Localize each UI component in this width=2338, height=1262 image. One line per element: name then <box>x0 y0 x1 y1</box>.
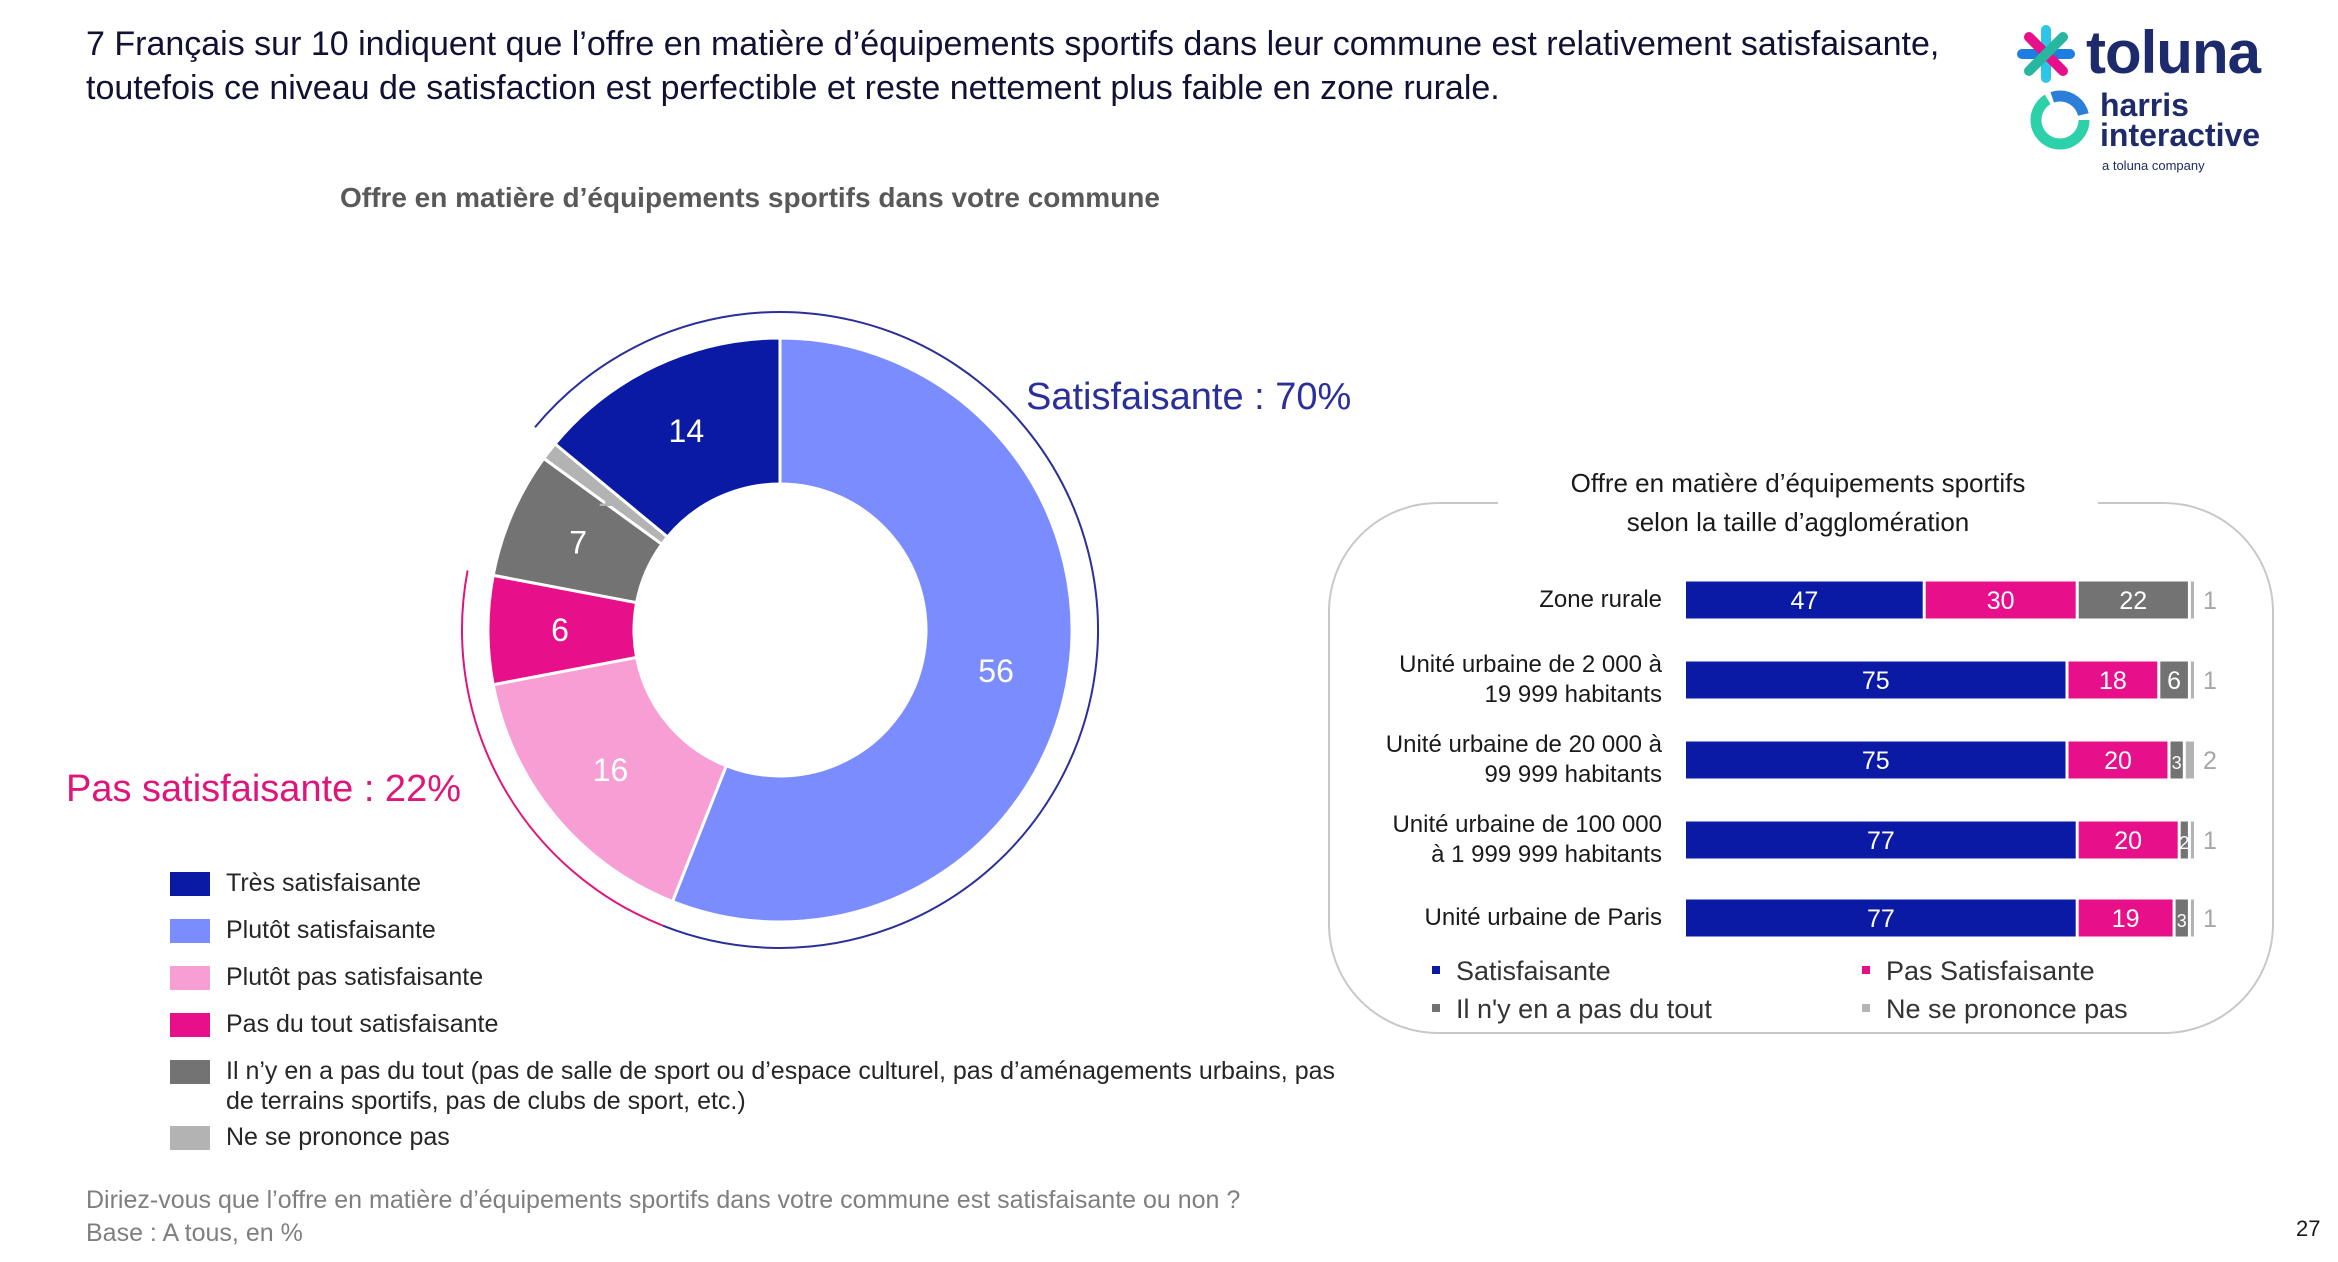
bar-data-label: 20 <box>2114 827 2142 855</box>
bar-segment <box>2068 661 2158 699</box>
bar-category-label: Zone rurale <box>1539 586 1662 613</box>
bar-data-label: 6 <box>2167 667 2181 695</box>
donut-data-label: 16 <box>593 752 629 788</box>
donut-chart-title: Offre en matière d’équipements sportifs … <box>340 182 1160 213</box>
donut-slice <box>670 336 1074 924</box>
satisfaisante-callout: Satisfaisante : 70% <box>1026 376 1352 418</box>
bar-data-label: 75 <box>1862 747 1890 775</box>
legend-bullet <box>1862 1003 1870 1012</box>
bar-data-label: 77 <box>1867 905 1895 933</box>
page-number: 27 <box>2296 1216 2321 1241</box>
donut-slice <box>491 655 729 904</box>
bar-data-label: 3 <box>2177 911 2187 931</box>
bar-category-label: Unité urbaine de 100 000 à 1 999 999 hab… <box>1392 811 1662 868</box>
bar-data-label: 47 <box>1790 587 1818 615</box>
bar-legend-item: Il n'y en a pas du tout <box>1432 994 1712 1025</box>
bar-data-label: 1 <box>2203 667 2217 695</box>
bar-legend-label: Ne se prononce pas <box>1886 994 2128 1024</box>
bar-data-label: 1 <box>2203 827 2217 855</box>
toluna-asterisk-icon <box>2017 25 2075 83</box>
headline: 7 Français sur 10 indiquent que l’offre … <box>86 25 1940 107</box>
logo-tagline: a toluna company <box>2102 158 2205 173</box>
legend-label: Plutôt pas satisfaisante <box>226 963 484 991</box>
bar-data-label: 2 <box>2203 747 2217 775</box>
legend-swatch <box>170 1013 210 1037</box>
pas-satisfaisante-callout: Pas satisfaisante : 22% <box>66 768 461 810</box>
bar-segment <box>2190 899 2194 937</box>
legend-swatch <box>170 872 210 896</box>
legend-bullet <box>1432 965 1440 974</box>
bar-legend-item: Ne se prononce pas <box>1862 994 2128 1025</box>
bar-segment <box>1686 899 2076 937</box>
bar-segment <box>2190 821 2194 859</box>
toluna-wordmark: toluna <box>2086 19 2261 86</box>
question-text: Diriez-vous que l’offre en matière d’équ… <box>86 1186 1241 1214</box>
bar-segment <box>2190 661 2194 699</box>
bar-data-label: 30 <box>1987 587 2015 615</box>
legend-swatch <box>170 1126 210 1150</box>
legend-bullet <box>1862 965 1870 974</box>
donut-data-label: 7 <box>569 525 587 561</box>
legend-swatch <box>170 966 210 990</box>
legend-label: Pas du tout satisfaisante <box>226 1010 499 1038</box>
legend-label: Plutôt satisfaisante <box>226 916 436 944</box>
bar-segment <box>2078 899 2173 937</box>
harris-wordmark: harris interactive <box>2100 87 2261 153</box>
bar-category-label: Unité urbaine de 2 000 à 19 999 habitant… <box>1399 651 1662 708</box>
legend-label: Très satisfaisante <box>226 869 421 897</box>
stacked-bar-chart: 47 30 22 175 18 6 175 20 3 277 20 2 177 19 3 1 <box>1686 581 2217 937</box>
bar-legend-item: Pas Satisfaisante <box>1862 956 2095 987</box>
bar-segment <box>2078 821 2178 859</box>
donut-data-label: 14 <box>669 413 705 449</box>
bar-segment <box>1925 581 2076 619</box>
bar-data-label: 22 <box>2119 587 2147 615</box>
satisfaisante-bracket-arc <box>534 311 1099 949</box>
legend-bullet <box>1432 1003 1440 1012</box>
donut-slice <box>552 336 782 540</box>
harris-ring-icon <box>2030 90 2090 150</box>
donut-data-label: 6 <box>551 612 569 648</box>
bar-data-label: 75 <box>1862 667 1890 695</box>
bar-segment <box>2068 741 2168 779</box>
bar-data-label: 3 <box>2172 753 2182 773</box>
bar-data-label: 19 <box>2112 905 2140 933</box>
panel-title-mask <box>1498 462 2098 546</box>
bar-legend-label: Pas Satisfaisante <box>1886 956 2095 986</box>
bar-data-label: 18 <box>2099 667 2127 695</box>
legend-label: Ne se prononce pas <box>226 1123 450 1151</box>
bar-data-label: 77 <box>1867 827 1895 855</box>
legend-swatch <box>170 919 210 943</box>
bar-segment <box>2180 821 2188 859</box>
legend-swatch <box>170 1060 210 1084</box>
base-text: Base : A tous, en % <box>86 1219 303 1247</box>
legend-label: Il n’y en a pas du tout (pas de salle de… <box>226 1057 1336 1115</box>
bar-segment <box>1686 741 2066 779</box>
footer-notes: Diriez-vous que l’offre en matière d’équ… <box>86 1184 1240 1250</box>
bar-segment <box>2160 661 2188 699</box>
bar-legend-item: Satisfaisante <box>1432 956 1611 987</box>
bar-category-label: Unité urbaine de Paris <box>1424 904 1662 931</box>
bar-segment <box>1686 821 2076 859</box>
bar-chart-title: Offre en matière d’équipements sportifs … <box>1570 468 2026 537</box>
donut-data-label: 56 <box>978 653 1014 689</box>
bar-segment <box>2185 741 2194 779</box>
toluna-harris-logo: toluna harris interactive a toluna compa… <box>2012 18 2282 178</box>
bar-segment <box>1686 661 2066 699</box>
bar-segment <box>2170 741 2183 779</box>
pas-satisfaisante-bracket-arc <box>461 570 664 927</box>
bar-data-label: 20 <box>2104 747 2132 775</box>
bar-segment <box>1686 581 1923 619</box>
bar-category-label: Unité urbaine de 20 000 à 99 999 habitan… <box>1385 731 1662 788</box>
bar-legend-label: Il n'y en a pas du tout <box>1456 994 1712 1024</box>
bar-legend-label: Satisfaisante <box>1456 956 1611 986</box>
bar-data-label: 2 <box>2179 833 2189 853</box>
